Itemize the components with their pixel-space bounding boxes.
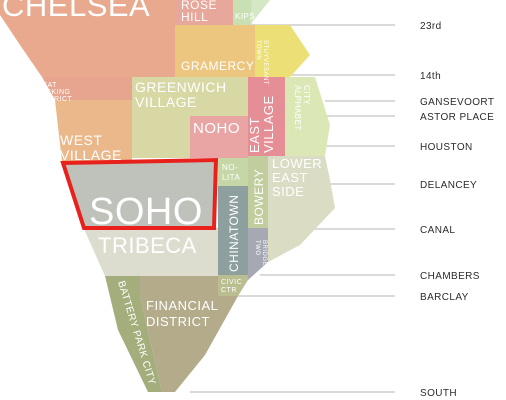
label-west-village: WEST VILLAGE <box>60 132 122 163</box>
region-east-village[interactable] <box>248 77 285 156</box>
neighborhood-labels: CHELSEA ROSE HILL KIPS GRAMERCY STUYVESA… <box>2 0 326 386</box>
region-meatpacking[interactable] <box>42 77 132 100</box>
region-tribeca-fill[interactable] <box>84 229 218 276</box>
region-murray-hill-strip[interactable] <box>250 0 270 25</box>
label-noho: NOHO <box>193 120 240 137</box>
label-lower-east-side: LOWER EAST SIDE <box>272 156 326 199</box>
region-gramercy[interactable] <box>175 25 255 77</box>
label-two-bridges: TWO BRIDGES <box>254 240 267 271</box>
label-chelsea: CHELSEA <box>2 0 150 23</box>
street-label-14th: 14th <box>420 71 441 82</box>
street-label-gansevoort: GANSEVOORT <box>420 97 494 108</box>
soho-highlight-outline <box>60 157 219 230</box>
region-chelsea[interactable] <box>0 0 175 77</box>
street-lines <box>190 24 395 393</box>
label-tribeca: TRIBECA <box>98 233 197 258</box>
region-nolita[interactable] <box>218 158 248 186</box>
street-label-barclay: BARCLAY <box>420 292 469 303</box>
region-rose-hill[interactable] <box>175 0 233 25</box>
region-lower-east-side[interactable] <box>268 156 335 262</box>
region-west-village[interactable] <box>55 100 132 162</box>
label-greenwich-village: GREENWICH VILLAGE <box>135 79 231 110</box>
label-civic-center: CIVIC CTR <box>221 279 245 294</box>
label-nolita: NO- LITA <box>222 163 241 182</box>
region-chinatown[interactable] <box>218 186 248 275</box>
label-east-village: EAST VILLAGE <box>247 95 276 153</box>
label-chinatown: CHINATOWN <box>227 195 241 272</box>
label-meatpacking: MEAT PACKING DISTRICT <box>36 82 73 103</box>
street-label-astor-place: ASTOR PLACE <box>420 112 494 123</box>
label-soho: SOHO <box>89 191 203 233</box>
label-gramercy: GRAMERCY <box>181 59 254 73</box>
street-label-23rd: 23rd <box>420 21 442 32</box>
street-label-canal: CANAL <box>420 225 455 236</box>
label-rose-hill: ROSE HILL <box>181 0 221 24</box>
region-financial-district[interactable] <box>140 276 238 392</box>
region-noho[interactable] <box>190 116 248 158</box>
region-stuyvesant-town[interactable] <box>255 25 310 77</box>
street-label-houston: HOUSTON <box>420 142 473 153</box>
label-kips-bay: KIPS <box>235 12 255 21</box>
label-alphabet-city: ALPHABET CITY <box>293 85 311 133</box>
label-bowery: BOWERY <box>252 169 266 225</box>
neighborhoods <box>0 0 335 392</box>
street-label-delancey: DELANCEY <box>420 180 477 191</box>
street-label-chambers: CHAMBERS <box>420 271 480 282</box>
region-two-bridges[interactable] <box>248 228 268 280</box>
label-stuyvesant-town: STUYVESANT TOWN <box>255 40 268 87</box>
street-labels: 23rd 14th GANSEVOORT ASTOR PLACE HOUSTON… <box>420 21 494 399</box>
region-soho[interactable] <box>63 160 216 228</box>
region-kips-bay[interactable] <box>233 0 252 25</box>
region-civic-center[interactable] <box>218 275 248 296</box>
region-alphabet-city[interactable] <box>285 77 330 156</box>
region-bowery[interactable] <box>248 156 268 228</box>
street-label-south: SOUTH <box>420 388 457 399</box>
region-battery-park-city[interactable] <box>105 276 162 392</box>
label-financial-district: FINANCIAL DISTRICT <box>146 298 222 329</box>
